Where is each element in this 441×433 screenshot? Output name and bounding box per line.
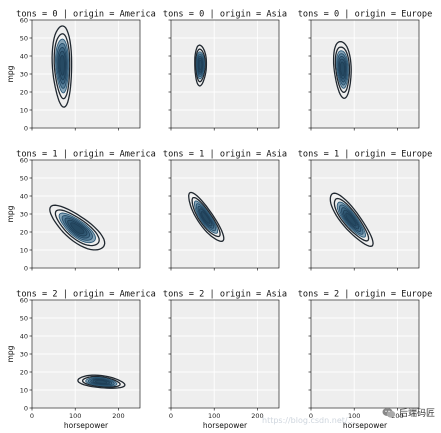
- kde-contours: [194, 44, 208, 87]
- kde-contour-level: [49, 204, 106, 251]
- kde-contour-level: [70, 222, 85, 235]
- kde-contours: [51, 25, 73, 108]
- kde-contour-level: [345, 212, 357, 227]
- facet-panel: tons = 2 | origin = Europe 0 100 200horsepo…: [298, 290, 433, 431]
- kde-contour-level: [54, 209, 100, 247]
- kde-contour-level: [198, 59, 203, 71]
- watermark: 后端码匠: [382, 406, 435, 419]
- facet-panel: tons = 0 | origin = America 0 10 20 30 40 50 60…: [6, 10, 156, 133]
- y-tick-label: 20: [20, 88, 28, 96]
- kde-contour-level: [332, 40, 352, 99]
- facet-title: tons = 1 | origin = America: [16, 150, 156, 160]
- kde-contour-level: [339, 61, 346, 77]
- kde-contour-level: [77, 374, 126, 389]
- x-tick-label: 0: [169, 412, 173, 420]
- y-tick-label: 50: [20, 314, 28, 322]
- kde-contour-level: [94, 379, 108, 384]
- kde-contour-level: [195, 48, 206, 83]
- facet-panel: tons = 1 | origin = Asia: [163, 150, 287, 271]
- x-axis-label: horsepower: [343, 421, 388, 430]
- facet-panel: tons = 1 | origin = America 0 10 20 30 40 50 60…: [6, 150, 156, 273]
- y-axis-label: mpg: [6, 345, 15, 362]
- y-tick-label: 60: [20, 156, 28, 164]
- x-tick-label: 100: [348, 412, 360, 420]
- y-tick-label: 20: [20, 368, 28, 376]
- y-tick-label: 60: [20, 16, 28, 24]
- kde-contour-level: [201, 211, 211, 224]
- x-axis-label: horsepower: [64, 421, 109, 430]
- x-tick-label: 200: [391, 412, 403, 420]
- wechat-icon: [382, 407, 396, 418]
- kde-contour-level: [188, 191, 225, 242]
- facet-panel: tons = 2 | origin = America 0 10 20 30 40 50 60…: [6, 290, 156, 431]
- y-tick-label: 30: [20, 350, 28, 358]
- kde-contour-level: [334, 46, 351, 93]
- y-tick-label: 50: [20, 34, 28, 42]
- facet-title: tons = 2 | origin = America: [16, 290, 156, 300]
- kde-contour-level: [194, 44, 208, 87]
- facet-title: tons = 0 | origin = Europe: [298, 10, 433, 20]
- kde-contour-level: [333, 197, 370, 242]
- y-tick-label: 0: [24, 404, 28, 412]
- y-tick-label: 20: [20, 228, 28, 236]
- facet-panel: tons = 0 | origin = Asia: [163, 10, 287, 131]
- y-tick-label: 30: [20, 70, 28, 78]
- watermark-text: 后端码匠: [398, 409, 435, 419]
- kde-contours: [329, 192, 374, 247]
- x-tick-label: 200: [112, 412, 124, 420]
- y-axis-label: mpg: [6, 205, 15, 222]
- kde-contours: [49, 204, 106, 251]
- y-tick-label: 10: [20, 106, 28, 114]
- facet-title: tons = 2 | origin = Asia: [163, 290, 287, 300]
- kde-contour-level: [59, 55, 65, 76]
- kde-contour-level: [53, 33, 71, 100]
- x-axis-label: horsepower: [203, 421, 248, 430]
- kde-contour-level: [329, 192, 374, 247]
- y-tick-label: 10: [20, 246, 28, 254]
- facet-panel: tons = 1 | origin = Europe: [298, 150, 433, 271]
- facet-title: tons = 1 | origin = Asia: [163, 150, 287, 160]
- kde-contour-level: [51, 25, 73, 108]
- y-tick-label: 50: [20, 174, 28, 182]
- y-tick-label: 0: [24, 124, 28, 132]
- y-tick-label: 10: [20, 386, 28, 394]
- y-axis-label: mpg: [6, 65, 15, 82]
- x-tick-label: 0: [309, 412, 313, 420]
- x-tick-label: 0: [30, 412, 34, 420]
- kde-contour-level: [191, 196, 221, 238]
- x-tick-label: 100: [69, 412, 81, 420]
- facet-title: tons = 0 | origin = Asia: [163, 10, 287, 20]
- facet-title: tons = 0 | origin = America: [16, 10, 156, 20]
- kde-contours: [332, 40, 352, 99]
- y-tick-label: 0: [24, 264, 28, 272]
- facet-title: tons = 2 | origin = Europe: [298, 290, 433, 300]
- x-tick-label: 200: [251, 412, 263, 420]
- watermark-url: https://blog.csdn.net/...: [262, 416, 356, 425]
- y-tick-label: 40: [20, 332, 28, 340]
- y-tick-label: 30: [20, 210, 28, 218]
- facet-title: tons = 1 | origin = Europe: [298, 150, 433, 160]
- facet-panel: tons = 2 | origin = Asia 0 100 200horsepowe…: [163, 290, 287, 431]
- kde-contours: [77, 374, 126, 389]
- kde-contours: [188, 191, 225, 242]
- y-tick-label: 40: [20, 192, 28, 200]
- y-tick-label: 60: [20, 296, 28, 304]
- kde-contour-level: [81, 375, 121, 388]
- x-tick-label: 100: [208, 412, 220, 420]
- facet-panel: tons = 0 | origin = Europe: [298, 10, 433, 131]
- y-tick-label: 40: [20, 52, 28, 60]
